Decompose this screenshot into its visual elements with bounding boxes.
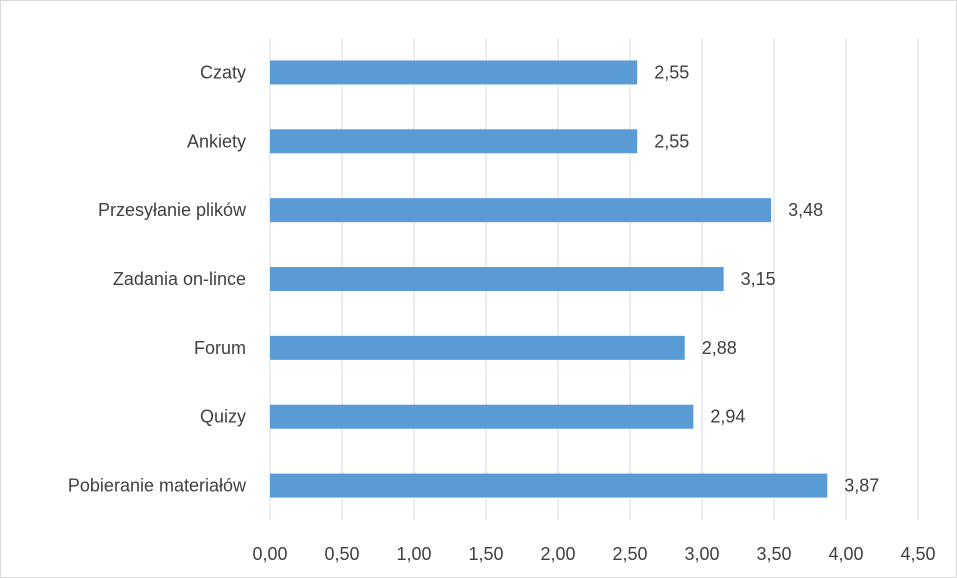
- x-tick-label: 2,00: [540, 544, 575, 564]
- data-label: 2,55: [654, 62, 689, 82]
- category-label: Pobieranie materiałów: [68, 476, 247, 496]
- category-label: Czaty: [200, 62, 246, 82]
- data-label: 2,94: [710, 407, 745, 427]
- x-tick-label: 1,00: [396, 544, 431, 564]
- data-labels: 2,55 2,55 3,48 3,15 2,88 2,94 3,87: [654, 62, 879, 495]
- bar: [270, 335, 685, 360]
- category-label: Zadania on-lince: [113, 269, 246, 289]
- bar: [270, 60, 638, 85]
- category-label: Ankiety: [187, 131, 246, 151]
- x-tick-label: 3,50: [756, 544, 791, 564]
- bar: [270, 198, 772, 223]
- x-tick-label: 4,50: [900, 544, 935, 564]
- x-tick-label: 0,00: [252, 544, 287, 564]
- bar: [270, 129, 638, 154]
- x-tick-labels: 0,00 0,50 1,00 1,50 2,00 2,50 3,00 3,50 4,00 4,50: [252, 544, 935, 564]
- data-label: 2,88: [702, 338, 737, 358]
- data-label: 3,87: [844, 476, 879, 496]
- bars: [270, 60, 828, 498]
- data-label: 3,15: [741, 269, 776, 289]
- x-tick-label: 0,50: [324, 544, 359, 564]
- data-label: 3,48: [788, 200, 823, 220]
- x-tick-label: 4,00: [828, 544, 863, 564]
- x-tick-label: 1,50: [468, 544, 503, 564]
- category-label: Przesyłanie plików: [98, 200, 247, 220]
- category-labels: Czaty Ankiety Przesyłanie plików Zadania on…: [68, 62, 247, 495]
- bar: [270, 404, 694, 429]
- x-tick-label: 3,00: [684, 544, 719, 564]
- data-label: 2,55: [654, 131, 689, 151]
- category-label: Quizy: [200, 407, 246, 427]
- bar: [270, 473, 828, 498]
- category-label: Forum: [194, 338, 246, 358]
- x-tick-label: 2,50: [612, 544, 647, 564]
- bar: [270, 267, 724, 291]
- gridlines: [269, 38, 919, 520]
